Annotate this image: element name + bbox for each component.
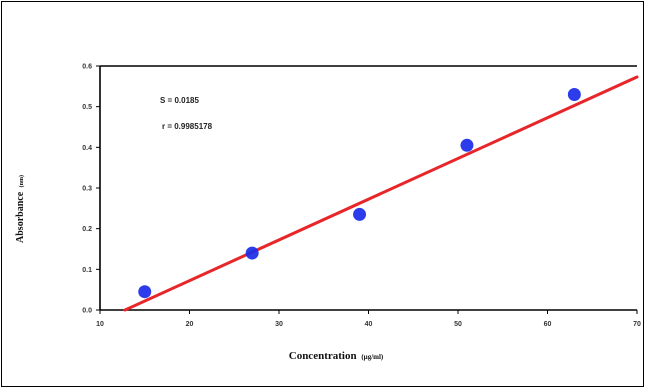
- y-axis-label-text: Absorbance: [15, 191, 26, 243]
- x-tick-label: 30: [275, 321, 283, 328]
- fit-line: [123, 75, 639, 312]
- y-tick-label: 0.4: [82, 145, 92, 152]
- data-point: [138, 285, 152, 299]
- fit-line-group: [123, 75, 639, 312]
- x-tick-label: 10: [96, 321, 104, 328]
- y-axis-label-unit: (nm): [18, 175, 25, 187]
- x-tick-label: 50: [454, 321, 462, 328]
- x-tick-label: 70: [633, 321, 641, 328]
- y-tick-label: 0.5: [82, 104, 92, 111]
- axes: [96, 65, 638, 314]
- tick-labels: 10 20 30 40 50 60 70 0.0 0.1 0.2 0.3 0.4 0.5 0.6: [82, 64, 641, 329]
- x-axis-label: Concentration (µg/ml): [289, 350, 384, 362]
- x-axis-label-unit: (µg/ml): [361, 353, 384, 361]
- x-tick-label: 60: [544, 321, 552, 328]
- x-axis-label-text: Concentration: [289, 350, 357, 362]
- x-tick-label: 40: [365, 321, 373, 328]
- annotation-s: S = 0.0185: [160, 96, 199, 105]
- x-tick-label: 20: [186, 321, 194, 328]
- y-tick-label: 0.2: [82, 226, 92, 233]
- y-tick-label: 0.0: [82, 308, 92, 315]
- data-point: [353, 207, 367, 221]
- y-tick-label: 0.1: [82, 267, 92, 274]
- data-point: [567, 87, 581, 101]
- annotation-r: r = 0.9985178: [162, 122, 213, 131]
- data-points: [138, 87, 581, 299]
- y-axis-label: Absorbance (nm): [15, 175, 26, 243]
- annotations: S = 0.0185 r = 0.9985178: [160, 96, 213, 131]
- y-tick-label: 0.3: [82, 186, 92, 193]
- data-point: [245, 246, 259, 260]
- y-tick-label: 0.6: [82, 64, 92, 71]
- data-point: [460, 138, 474, 152]
